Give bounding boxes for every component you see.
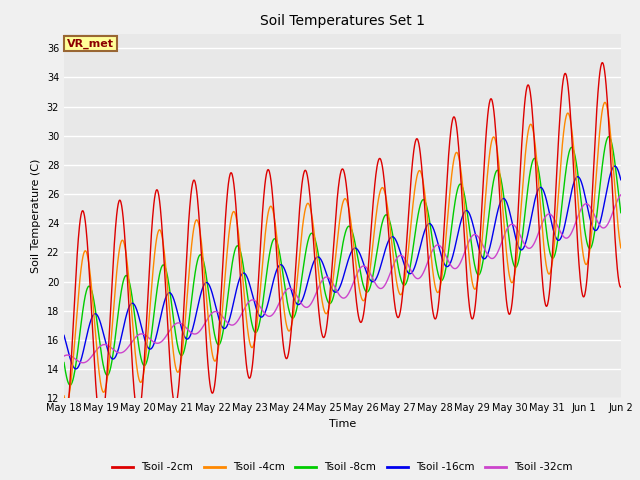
Legend: Tsoil -2cm, Tsoil -4cm, Tsoil -8cm, Tsoil -16cm, Tsoil -32cm: Tsoil -2cm, Tsoil -4cm, Tsoil -8cm, Tsoi… — [108, 458, 577, 477]
Title: Soil Temperatures Set 1: Soil Temperatures Set 1 — [260, 14, 425, 28]
Y-axis label: Soil Temperature (C): Soil Temperature (C) — [31, 159, 41, 273]
X-axis label: Time: Time — [329, 419, 356, 429]
Text: VR_met: VR_met — [67, 38, 114, 48]
